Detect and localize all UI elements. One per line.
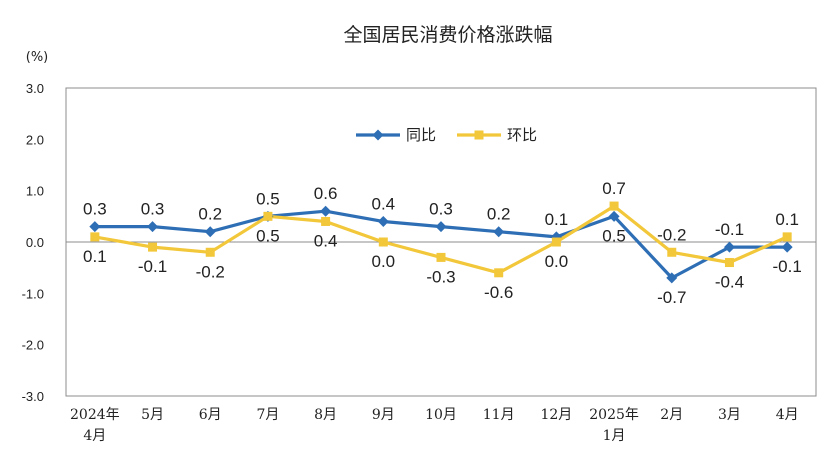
- y-axis-unit: (%): [26, 50, 49, 65]
- x-tick-line: 2024年: [70, 407, 120, 423]
- data-point-marker: [667, 247, 677, 257]
- data-label: -0.7: [657, 288, 686, 307]
- y-tick-label: 1.0: [26, 184, 44, 199]
- data-label: 0.5: [256, 189, 280, 208]
- x-tick-line: 4月: [776, 407, 799, 423]
- data-point-marker: [321, 216, 331, 226]
- y-tick-label: 0.0: [26, 235, 44, 250]
- x-tick-label: 12月: [540, 407, 572, 423]
- data-label: -0.4: [715, 273, 744, 292]
- data-point-marker: [551, 237, 561, 247]
- data-label: 0.1: [545, 210, 569, 229]
- data-point-marker: [89, 221, 101, 233]
- data-label: -0.2: [657, 225, 686, 244]
- data-point-marker: [377, 215, 389, 227]
- x-tick-line: 5月: [141, 407, 164, 423]
- x-tick-line: 2025年: [589, 407, 639, 423]
- data-label: -0.1: [138, 257, 167, 276]
- data-label: 0.3: [429, 200, 453, 219]
- data-label: 0.0: [371, 252, 395, 271]
- data-point-marker: [723, 241, 735, 253]
- data-label: 0.4: [314, 231, 338, 250]
- data-point-marker: [90, 232, 100, 242]
- x-tick-label: 2024年 4月: [70, 407, 120, 444]
- x-tick-line: 1月: [603, 428, 626, 444]
- legend-swatch-marker: [372, 129, 384, 141]
- x-tick-label: 5月: [141, 407, 164, 423]
- data-label: -0.2: [196, 262, 225, 281]
- y-tick-label: 3.0: [26, 81, 44, 96]
- x-tick-label: 6月: [199, 407, 222, 423]
- x-tick-label: 7月: [256, 407, 279, 423]
- x-tick-label: 8月: [314, 407, 337, 423]
- y-tick-label: -2.0: [22, 338, 44, 353]
- x-tick-label: 10月: [425, 407, 457, 423]
- data-label: 0.6: [314, 184, 338, 203]
- data-point-marker: [608, 210, 620, 222]
- data-point-marker: [263, 211, 273, 221]
- data-point-marker: [666, 272, 678, 284]
- data-label: 0.2: [198, 205, 222, 224]
- legend-label: 环比: [507, 126, 537, 144]
- x-tick-line: 7月: [256, 407, 279, 423]
- y-tick-label: 2.0: [26, 132, 44, 147]
- data-label: 0.3: [141, 200, 165, 219]
- data-point-marker: [147, 221, 159, 233]
- data-label: 0.5: [256, 226, 280, 245]
- x-tick-line: 12月: [540, 407, 572, 423]
- data-point-marker: [320, 205, 332, 217]
- data-point-marker: [781, 241, 793, 253]
- x-tick-line: 6月: [199, 407, 222, 423]
- data-label: 0.1: [83, 247, 107, 266]
- data-label: -0.1: [715, 220, 744, 239]
- data-point-marker: [436, 252, 446, 262]
- x-tick-label: 11月: [483, 407, 515, 423]
- x-tick-line: 8月: [314, 407, 337, 423]
- x-tick-label: 3月: [718, 407, 741, 423]
- data-label: 0.3: [83, 200, 107, 219]
- x-tick-line: 3月: [718, 407, 741, 423]
- legend: 同比 环比: [356, 126, 537, 144]
- data-label: 0.5: [602, 226, 626, 245]
- x-tick-line: 10月: [425, 407, 457, 423]
- x-tick-label: 2月: [660, 407, 683, 423]
- data-point-marker: [204, 226, 216, 238]
- legend-label: 同比: [406, 126, 436, 144]
- data-point-marker: [494, 268, 504, 278]
- data-point-marker: [148, 242, 158, 252]
- data-point-marker: [493, 226, 505, 238]
- x-tick-label: 9月: [372, 407, 395, 423]
- data-label: 0.2: [487, 205, 511, 224]
- x-tick-line: 4月: [83, 428, 106, 444]
- data-point-marker: [609, 201, 619, 211]
- y-tick-label: -3.0: [22, 389, 44, 404]
- data-label: -0.1: [773, 257, 802, 276]
- data-point-marker: [724, 258, 734, 268]
- data-label: -0.6: [484, 283, 513, 302]
- data-label: 0.4: [371, 194, 395, 213]
- data-label: 0.1: [775, 210, 799, 229]
- data-point-marker: [378, 237, 388, 247]
- data-label: 0.7: [602, 179, 626, 198]
- data-label: -0.3: [426, 267, 455, 286]
- x-tick-line: 11月: [483, 407, 515, 423]
- data-point-marker: [205, 247, 215, 257]
- x-tick-label: 2025年 1月: [589, 407, 639, 444]
- y-tick-label: -1.0: [22, 286, 44, 301]
- x-tick-line: 9月: [372, 407, 395, 423]
- chart-title: 全国居民消费价格涨跌幅: [343, 24, 552, 46]
- data-point-marker: [782, 232, 792, 242]
- data-point-marker: [435, 221, 447, 233]
- x-tick-label: 4月: [776, 407, 799, 423]
- legend-swatch-marker: [474, 130, 484, 140]
- x-tick-line: 2月: [660, 407, 683, 423]
- data-label: 0.0: [545, 252, 569, 271]
